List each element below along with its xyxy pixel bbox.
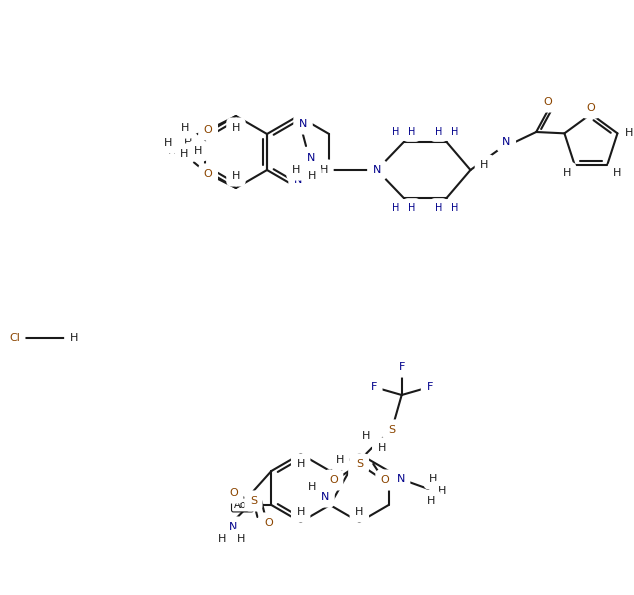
Text: H: H	[378, 443, 386, 453]
Text: H: H	[435, 203, 443, 213]
Text: H: H	[451, 203, 458, 213]
Text: N: N	[299, 119, 307, 129]
Text: H: H	[480, 160, 489, 170]
Text: H: H	[232, 171, 240, 181]
Text: H: H	[625, 129, 633, 139]
Text: S: S	[356, 459, 363, 469]
Text: H: H	[297, 459, 305, 469]
Text: H: H	[164, 138, 172, 148]
Text: H: H	[438, 486, 446, 496]
Text: O: O	[381, 475, 389, 485]
Text: H: H	[355, 459, 363, 469]
Text: O: O	[264, 518, 273, 528]
Text: S: S	[388, 425, 395, 435]
Text: N: N	[502, 137, 510, 147]
Text: O: O	[229, 488, 238, 498]
Text: F: F	[371, 382, 377, 392]
Text: H: H	[435, 127, 443, 137]
Text: H: H	[237, 534, 246, 544]
Text: H: H	[217, 534, 226, 544]
Text: H: H	[194, 146, 202, 156]
Text: H: H	[392, 203, 399, 213]
Text: O: O	[544, 97, 552, 107]
Text: N: N	[294, 175, 302, 185]
Text: N: N	[307, 153, 315, 163]
Text: O: O	[204, 169, 212, 179]
Text: H: H	[320, 165, 328, 175]
Text: N: N	[396, 474, 404, 484]
Text: O: O	[586, 103, 595, 113]
Text: H: H	[408, 203, 415, 213]
Text: H: H	[354, 465, 362, 475]
Text: H: H	[184, 138, 192, 148]
Text: H: H	[181, 123, 190, 133]
Text: H: H	[180, 149, 188, 159]
Text: H: H	[427, 496, 436, 506]
Text: Cl: Cl	[9, 333, 20, 343]
Text: H: H	[292, 165, 301, 175]
Text: H: H	[562, 168, 571, 178]
Text: S: S	[250, 496, 257, 506]
Text: F: F	[399, 362, 405, 372]
Text: H: H	[232, 123, 240, 133]
Text: H: H	[429, 474, 437, 484]
Text: H: H	[168, 146, 176, 156]
Text: H: H	[613, 168, 621, 178]
Text: F: F	[427, 382, 433, 392]
Text: H: H	[408, 127, 415, 137]
Text: N: N	[321, 492, 329, 502]
Text: H: H	[355, 507, 363, 517]
Text: N: N	[373, 165, 381, 175]
Text: H: H	[392, 127, 399, 137]
Text: H: H	[451, 127, 458, 137]
Text: H: H	[307, 171, 316, 181]
Text: O: O	[329, 475, 338, 485]
Text: H: H	[70, 333, 78, 343]
Text: H: H	[297, 507, 305, 517]
Text: Abs: Abs	[233, 500, 252, 510]
Text: H: H	[308, 482, 316, 492]
Text: H: H	[336, 455, 344, 465]
Text: H: H	[361, 431, 370, 441]
Text: O: O	[204, 125, 212, 135]
Text: N: N	[230, 522, 238, 532]
